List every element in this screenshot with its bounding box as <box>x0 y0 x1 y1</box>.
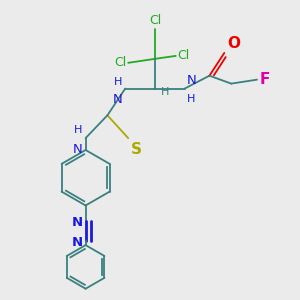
Text: H: H <box>161 86 169 97</box>
Text: O: O <box>227 36 240 51</box>
Text: N: N <box>73 143 82 156</box>
Text: Cl: Cl <box>178 50 190 62</box>
Text: N: N <box>71 236 82 249</box>
Text: N: N <box>71 216 82 229</box>
Text: N: N <box>187 74 196 87</box>
Text: H: H <box>74 125 83 135</box>
Text: N: N <box>112 92 122 106</box>
Text: H: H <box>187 94 195 103</box>
Text: S: S <box>131 142 142 157</box>
Text: H: H <box>114 76 122 87</box>
Text: Cl: Cl <box>114 56 126 69</box>
Text: Cl: Cl <box>149 14 161 27</box>
Text: F: F <box>260 72 270 87</box>
